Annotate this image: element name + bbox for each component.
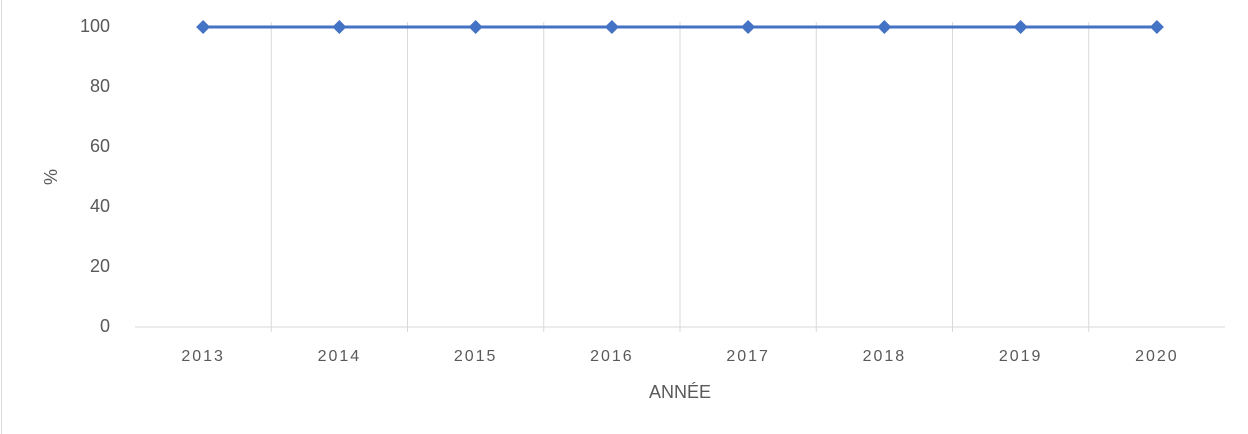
y-tick-label: 20 xyxy=(90,256,110,276)
x-tick-label: 2013 xyxy=(181,348,225,365)
x-tick-label: 2018 xyxy=(863,348,907,365)
marker xyxy=(877,20,892,34)
marker xyxy=(332,20,347,34)
marker xyxy=(604,20,619,34)
x-tick-label: 2014 xyxy=(318,348,362,365)
marker xyxy=(1149,20,1164,34)
x-axis-label: ANNÉE xyxy=(649,382,711,402)
y-tick-label: 0 xyxy=(100,316,110,336)
y-tick-label: 100 xyxy=(80,16,110,36)
marker xyxy=(741,20,756,34)
y-tick-label: 80 xyxy=(90,76,110,96)
x-tick-label: 2020 xyxy=(1135,348,1179,365)
y-axis-label: % xyxy=(41,169,61,185)
marker xyxy=(1013,20,1028,34)
x-tick-label: 2015 xyxy=(454,348,498,365)
x-tick-label: 2017 xyxy=(726,348,770,365)
marker xyxy=(196,20,211,34)
y-tick-label: 40 xyxy=(90,196,110,216)
marker xyxy=(468,20,483,34)
x-tick-label: 2016 xyxy=(590,348,634,365)
y-tick-label: 60 xyxy=(90,136,110,156)
x-tick-label: 2019 xyxy=(999,348,1043,365)
